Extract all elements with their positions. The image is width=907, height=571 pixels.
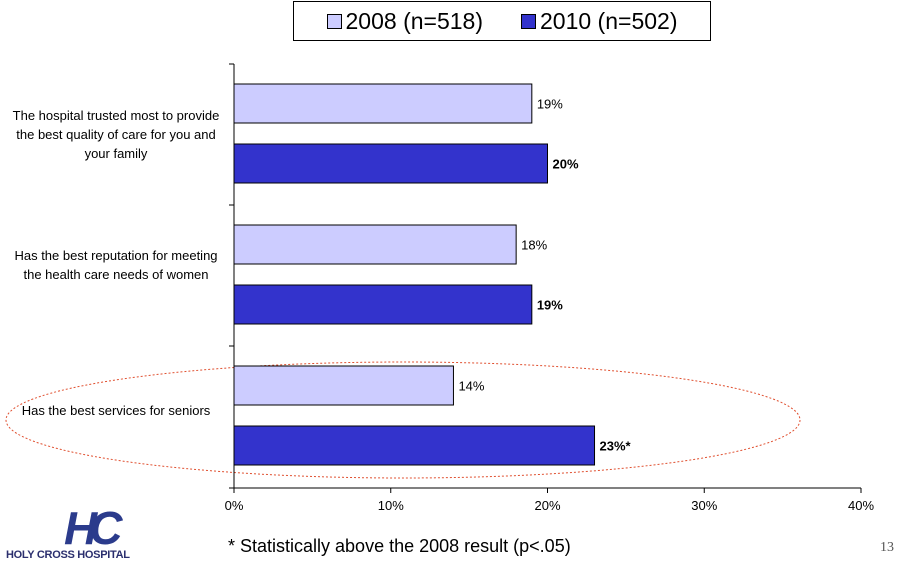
legend-item-2010: 2010 (n=502) — [521, 8, 677, 35]
holy-cross-logo: HC — [6, 500, 166, 566]
logo-text: HOLY CROSS HOSPITAL — [6, 549, 130, 561]
highlight-ellipse — [5, 361, 801, 479]
x-tick-label-4: 40% — [848, 498, 874, 513]
bar-2008-cat3 — [233, 365, 454, 406]
legend-label-2008: 2008 (n=518) — [345, 7, 483, 34]
footnote: * Statistically above the 2008 result (p… — [228, 536, 571, 556]
legend-swatch-2008 — [326, 13, 342, 29]
bar-2010-cat1 — [233, 143, 548, 184]
x-tick-label-0: 0% — [225, 498, 244, 513]
bar-2008-cat1 — [233, 83, 533, 124]
data-label-2010-cat3: 23%* — [600, 439, 632, 454]
x-tick-label-1: 10% — [378, 498, 404, 513]
category-label-seniors: Has the best services for seniors — [21, 403, 211, 418]
bar-2010-cat2 — [233, 284, 533, 325]
data-label-2008-cat1: 19% — [537, 97, 563, 112]
data-label-2010-cat2: 19% — [537, 298, 563, 313]
bar-2010-cat3 — [233, 425, 596, 466]
bar-2008-cat2 — [233, 224, 517, 265]
data-label-2008-cat2: 18% — [521, 238, 547, 253]
legend-swatch-2010 — [521, 13, 536, 29]
data-label-2010-cat1: 20% — [553, 157, 579, 172]
legend: 2008 (n=518) 2010 (n=502) — [293, 1, 711, 41]
page-number: 13 — [880, 540, 894, 555]
legend-item-2008: 2008 (n=518) — [326, 7, 483, 35]
data-label-2008-cat3: 14% — [458, 379, 484, 394]
category-label-quality: The hospital trusted most to provide the… — [12, 108, 220, 161]
legend-label-2010: 2010 (n=502) — [540, 7, 678, 34]
x-tick-label-3: 30% — [691, 498, 717, 513]
hc-monogram-icon: HC — [64, 502, 131, 554]
category-label-women: Has the best reputation for meeting the … — [14, 248, 218, 282]
x-tick-label-2: 20% — [534, 498, 560, 513]
svg-text:HC: HC — [64, 502, 123, 554]
